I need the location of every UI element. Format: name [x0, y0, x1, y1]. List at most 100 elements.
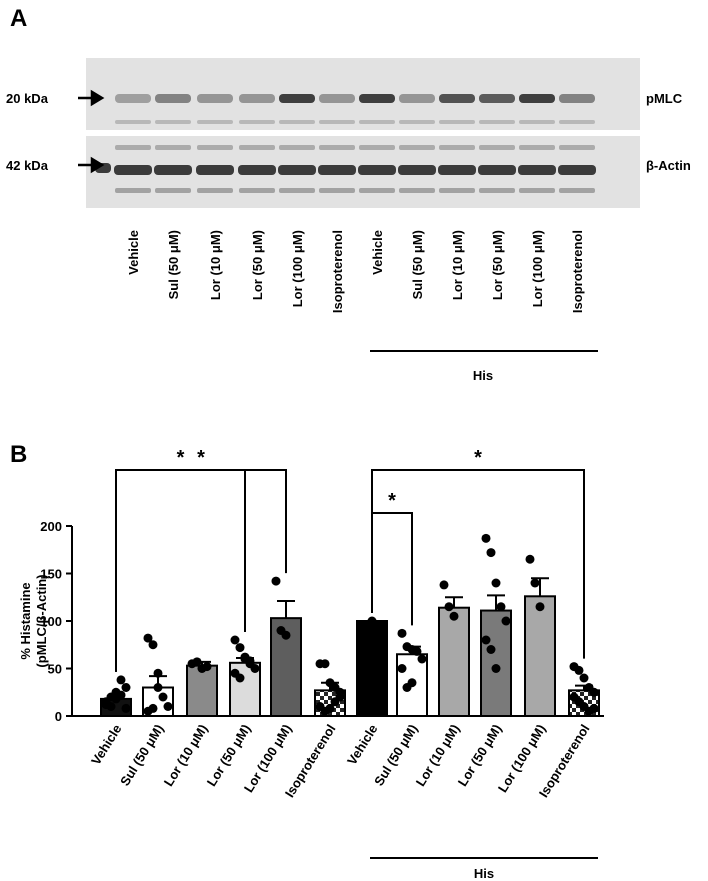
data-point: [525, 554, 535, 564]
data-point: [481, 533, 491, 543]
data-point: [192, 657, 202, 667]
data-point: [121, 703, 131, 713]
bar: [356, 620, 388, 717]
bar: [186, 664, 218, 718]
band: [115, 188, 151, 193]
band: [559, 188, 595, 193]
x-tick-label: Vehicle: [88, 722, 124, 768]
group-label: His: [474, 866, 494, 881]
band: [318, 165, 356, 175]
panel-label: A: [10, 5, 27, 32]
error-bar: [277, 600, 295, 619]
data-point: [444, 602, 454, 612]
data-point: [496, 602, 506, 612]
group-label: His: [473, 368, 493, 383]
x-tick-label: Vehicle: [344, 722, 380, 768]
band: [519, 120, 555, 124]
band: [519, 94, 555, 103]
band: [479, 120, 515, 124]
band: [438, 165, 476, 175]
band: [559, 94, 595, 103]
band: [399, 188, 435, 193]
data-point: [417, 654, 427, 664]
data-point: [148, 703, 158, 713]
band: [115, 145, 151, 150]
significance-bracket: [371, 512, 413, 626]
data-point: [449, 611, 459, 621]
band: [197, 188, 233, 193]
band: [239, 120, 275, 124]
lane-label: Lor (50 μM): [250, 230, 265, 300]
significance-bracket: [115, 469, 246, 672]
band: [319, 145, 355, 150]
data-point: [143, 633, 153, 643]
band: [479, 94, 515, 103]
data-point: [202, 662, 212, 672]
data-point: [491, 664, 501, 673]
data-point: [235, 673, 245, 683]
lane-label: Lor (100 μM): [290, 230, 305, 307]
data-point: [330, 697, 340, 707]
significance-label: *: [177, 447, 185, 469]
lane-label: Sul (50 μM): [166, 230, 181, 299]
band: [439, 94, 475, 103]
band: [398, 165, 436, 175]
marker-label: 20 kDa: [6, 91, 49, 106]
y-tick-label: 0: [55, 709, 62, 724]
band: [279, 145, 315, 150]
band: [279, 94, 315, 103]
band: [278, 165, 316, 175]
band: [239, 188, 275, 193]
band: [154, 165, 192, 175]
data-point: [106, 702, 116, 711]
band: [155, 94, 191, 103]
band: [279, 120, 315, 124]
panel-label: B: [10, 441, 27, 468]
band: [279, 188, 315, 193]
lane-label: Isoproterenol: [570, 230, 585, 313]
lane-label: Vehicle: [370, 230, 385, 275]
y-tick-label: 150: [40, 567, 62, 582]
bar: [480, 609, 512, 717]
significance-label: *: [388, 490, 396, 512]
data-point: [335, 687, 345, 697]
significance-label: *: [197, 447, 205, 469]
significance-label: *: [474, 447, 482, 469]
data-point: [367, 616, 377, 626]
band: [518, 165, 556, 175]
data-point: [579, 673, 589, 683]
y-axis-label: (pMLC/β-Actin): [34, 574, 49, 667]
arrow: [78, 89, 105, 174]
x-tick-label: Lor (10 μM): [161, 722, 211, 789]
band: [439, 120, 475, 124]
lane-label: Lor (100 μM): [530, 230, 545, 307]
band: [319, 188, 355, 193]
y-tick-label: 100: [40, 614, 62, 629]
blot-label: pMLC: [646, 91, 683, 106]
data-point: [530, 578, 540, 588]
band: [197, 145, 233, 150]
data-point: [439, 580, 449, 590]
data-point: [574, 665, 584, 675]
data-point: [153, 683, 163, 692]
band: [359, 145, 395, 150]
data-point: [486, 548, 496, 558]
band: [358, 165, 396, 175]
band: [239, 145, 275, 150]
x-tick-label: Sul (50 μM): [117, 722, 166, 789]
lane-label: Sul (50 μM): [410, 230, 425, 299]
data-point: [589, 703, 599, 713]
error-bar: [487, 594, 505, 611]
data-point: [397, 664, 407, 673]
band: [155, 188, 191, 193]
band: [197, 94, 233, 103]
data-point: [148, 640, 158, 650]
data-point: [116, 690, 126, 700]
x-tick-label: Lor (50 μM): [455, 722, 505, 789]
band: [239, 94, 275, 103]
lane-label: Lor (10 μM): [450, 230, 465, 300]
blot-label: β-Actin: [646, 158, 691, 173]
band: [399, 145, 435, 150]
band: [319, 120, 355, 124]
